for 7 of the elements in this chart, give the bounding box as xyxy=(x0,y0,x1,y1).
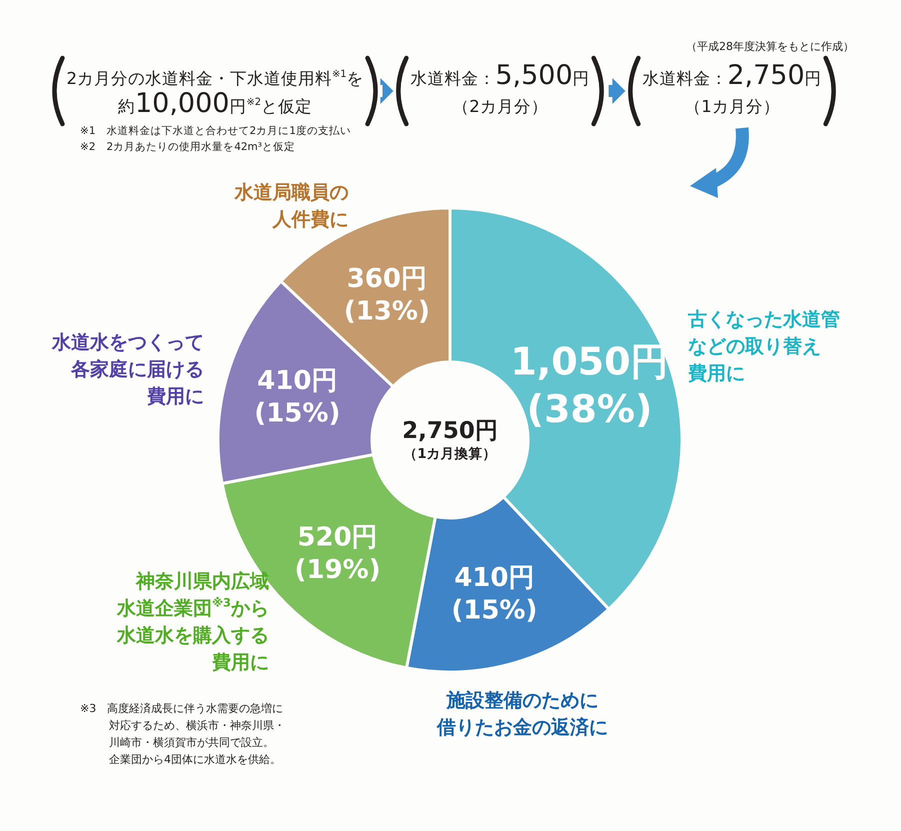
annotation: 水道料金：2,750円（1カ月分） xyxy=(642,60,822,116)
annotation: （平成28年度決算をもとに作成） xyxy=(686,40,854,53)
annotation: ※3 高度経済成長に伴う水需要の急増に対応するため、横浜市・神奈川県・川崎市・横須賀市が共同で設立。企業団から4団体に水道水を供給。 xyxy=(80,702,285,766)
annotation: ※1 水道料金は下水道と合わせて2カ月に1度の支払い xyxy=(80,125,351,137)
annotation: ※2 2カ月あたりの使用水量を42m³と仮定 xyxy=(80,141,295,153)
annotation: 水道料金：5,500円（2カ月分） xyxy=(410,60,590,116)
annotation: 2,750円（1カ月換算） xyxy=(402,418,498,462)
